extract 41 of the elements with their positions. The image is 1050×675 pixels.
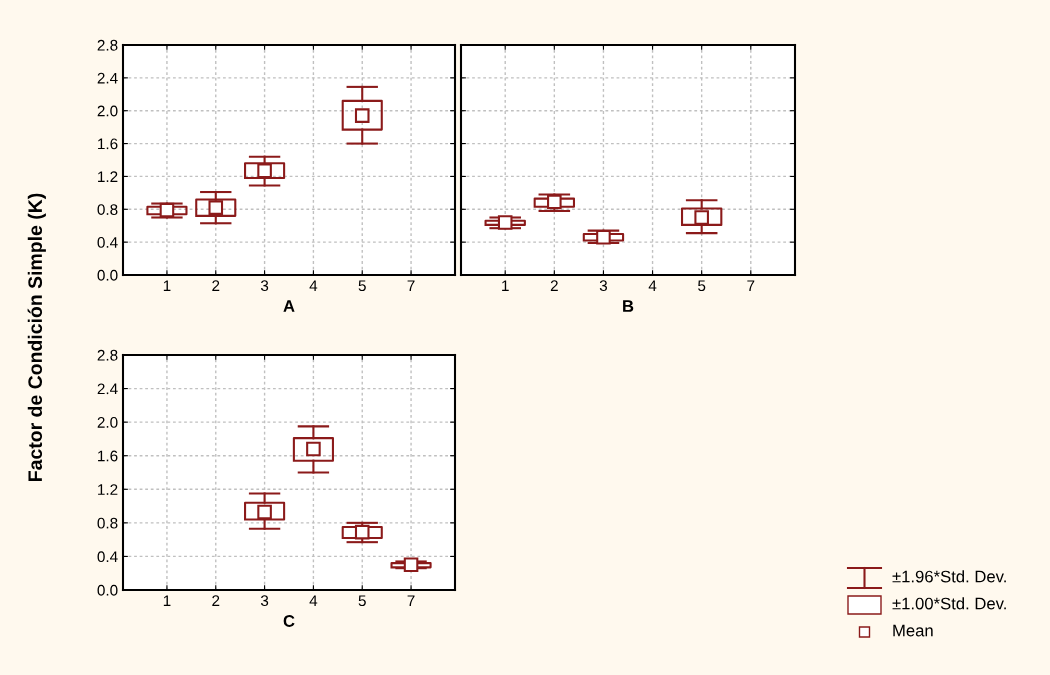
x-tick-label: 5 bbox=[358, 595, 366, 607]
x-tick-label: 1 bbox=[163, 595, 171, 606]
y-tick-label: 1.2 bbox=[98, 484, 118, 495]
x-tick-label: 5 bbox=[358, 280, 366, 292]
y-tick-label: 2.0 bbox=[97, 417, 118, 428]
x-tick-label: 2 bbox=[550, 280, 558, 291]
text: ±1.96*Std. Dev. bbox=[892, 570, 1006, 583]
y-tick-label: 0.4 bbox=[97, 237, 118, 248]
x-tick-label: 4 bbox=[309, 595, 318, 606]
x-tick-label: 1 bbox=[502, 280, 509, 291]
x-tick-label: 1 bbox=[163, 280, 171, 291]
y-tick-label: 1.2 bbox=[98, 171, 118, 182]
x-tick-label: 7 bbox=[407, 280, 415, 291]
y-tick-label: 0.4 bbox=[97, 551, 118, 563]
x-tick-label: 2 bbox=[212, 280, 220, 291]
y-tick-label: 0.0 bbox=[97, 584, 118, 596]
y-tick-label: 0.8 bbox=[97, 204, 118, 215]
y-tick-label: 0.8 bbox=[97, 517, 118, 529]
x-tick-label: 3 bbox=[599, 280, 608, 292]
x-axis-title: A bbox=[283, 300, 295, 312]
text: Mean bbox=[893, 624, 933, 637]
x-tick-label: 3 bbox=[260, 595, 269, 607]
y-tick-label: 2.8 bbox=[97, 349, 118, 361]
x-tick-label: 2 bbox=[212, 595, 220, 606]
y-tick-label: 1.6 bbox=[98, 138, 118, 150]
y-tick-label: 2.8 bbox=[97, 39, 118, 51]
x-tick-label: 5 bbox=[698, 280, 706, 292]
y-tick-label: 2.0 bbox=[97, 105, 118, 117]
x-tick-label: 4 bbox=[309, 280, 318, 291]
y-tick-label: 0.0 bbox=[97, 269, 118, 281]
x-axis-title: B bbox=[623, 300, 634, 312]
x-tick-label: 3 bbox=[260, 280, 269, 292]
y-tick-label: 1.6 bbox=[98, 450, 118, 462]
y-tick-label: 2.4 bbox=[97, 383, 118, 395]
x-tick-label: 7 bbox=[407, 595, 415, 606]
y-axis-title: Factor de Condición Simple (K) bbox=[27, 193, 46, 481]
x-tick-label: 4 bbox=[648, 280, 657, 291]
y-tick-label: 2.4 bbox=[97, 72, 118, 84]
x-axis-title: C bbox=[283, 615, 295, 627]
x-tick-label: 7 bbox=[747, 280, 755, 291]
text: ±1.00*Std. Dev. bbox=[892, 597, 1006, 610]
